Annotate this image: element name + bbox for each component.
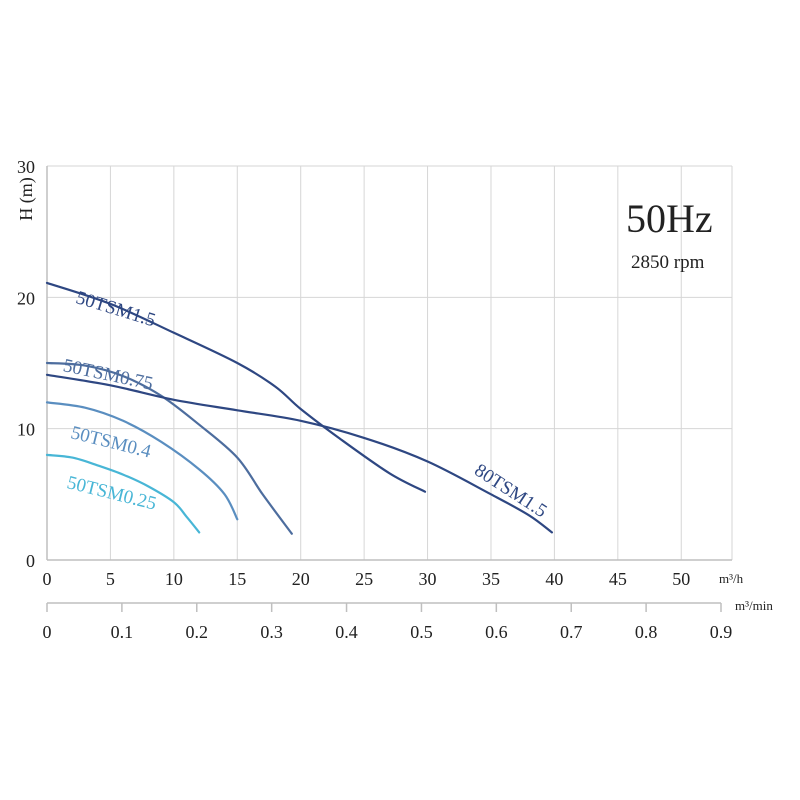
x-secondary-tick-label: 0.9	[710, 622, 733, 642]
grid-lines	[47, 165, 733, 560]
y-axis-label: H (m)	[16, 177, 37, 221]
x-secondary-tick-label: 0	[43, 622, 52, 642]
x-axis-m3min-ticks: 0 0.1 0.2 0.3 0.4 0.5 0.6 0.7 0.8 0.9	[43, 603, 733, 642]
series-label: 50TSM0.75	[61, 355, 155, 395]
curve-80tsm1-5	[45, 373, 553, 534]
x-tick-label: 30	[419, 569, 437, 589]
x-secondary-tick-label: 0.3	[260, 622, 283, 642]
curve-50tsm1-5	[45, 281, 427, 493]
speed-annotation: 2850 rpm	[631, 252, 705, 273]
x-tick-label: 0	[43, 569, 52, 589]
x-secondary-tick-label: 0.5	[410, 622, 433, 642]
x-tick-label: 5	[106, 569, 115, 589]
y-tick-label: 10	[17, 420, 35, 440]
x-secondary-tick-label: 0.2	[186, 622, 209, 642]
x-secondary-tick-label: 0.4	[335, 622, 358, 642]
x-tick-label: 15	[228, 569, 246, 589]
x-secondary-tick-label: 0.7	[560, 622, 583, 642]
x-secondary-tick-label: 0.8	[635, 622, 658, 642]
x-tick-label: 40	[545, 569, 563, 589]
y-tick-label: 30	[17, 157, 35, 177]
x-axis-unit-m3h: m³/h	[719, 571, 744, 586]
x-tick-label: 10	[165, 569, 183, 589]
x-secondary-tick-label: 0.1	[111, 622, 134, 642]
x-tick-label: 35	[482, 569, 500, 589]
y-tick-label: 0	[26, 551, 35, 571]
x-tick-label: 50	[672, 569, 690, 589]
x-axis-unit-m3min: m³/min	[735, 598, 773, 613]
series-label: 50TSM0.25	[65, 472, 159, 514]
x-axis-m3h-tick-labels: 0 5 10 15 20 25 30 35 40 45 50	[43, 569, 691, 589]
curve-50tsm0-75	[45, 361, 293, 535]
frequency-annotation: 50Hz	[626, 196, 713, 241]
y-axis-tick-labels: 0 10 20 30	[17, 157, 35, 571]
x-tick-label: 45	[609, 569, 627, 589]
curve-50tsm0-4	[45, 401, 239, 521]
series-label: 50TSM1.5	[73, 287, 157, 331]
y-tick-label: 20	[17, 288, 35, 308]
x-secondary-tick-label: 0.6	[485, 622, 508, 642]
x-tick-label: 20	[292, 569, 310, 589]
pump-curves	[45, 281, 553, 535]
curve-50tsm0-25	[45, 453, 201, 534]
x-tick-label: 25	[355, 569, 373, 589]
